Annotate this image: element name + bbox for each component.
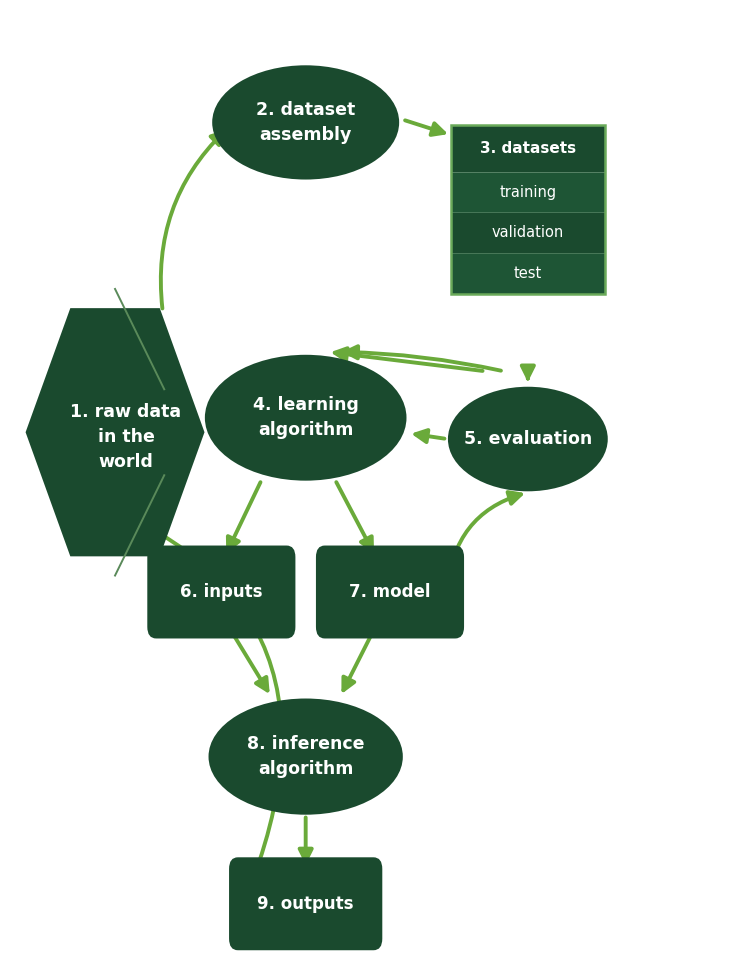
Ellipse shape [205, 354, 406, 481]
Text: 3. datasets: 3. datasets [480, 141, 576, 156]
Text: 5. evaluation: 5. evaluation [464, 430, 592, 448]
FancyBboxPatch shape [316, 546, 464, 639]
Polygon shape [26, 308, 205, 556]
FancyBboxPatch shape [229, 857, 382, 951]
Text: 6. inputs: 6. inputs [180, 583, 263, 601]
Text: 7. model: 7. model [350, 583, 431, 601]
Text: 4. learning
algorithm: 4. learning algorithm [252, 396, 358, 439]
Text: 2. dataset
assembly: 2. dataset assembly [256, 101, 355, 144]
Bar [451, 213, 605, 253]
Ellipse shape [212, 65, 399, 180]
Ellipse shape [448, 386, 608, 491]
FancyBboxPatch shape [147, 546, 295, 639]
Ellipse shape [208, 698, 403, 815]
Bar [451, 172, 605, 213]
Bar [451, 253, 605, 294]
Text: 8. inference
algorithm: 8. inference algorithm [247, 735, 364, 778]
Text: 1. raw data
in the
world: 1. raw data in the world [71, 403, 182, 471]
Text: 9. outputs: 9. outputs [258, 894, 354, 913]
Text: test: test [514, 266, 542, 281]
Bar [451, 125, 605, 172]
Text: training: training [499, 184, 556, 200]
Bar [451, 125, 605, 294]
Text: validation: validation [492, 225, 564, 240]
